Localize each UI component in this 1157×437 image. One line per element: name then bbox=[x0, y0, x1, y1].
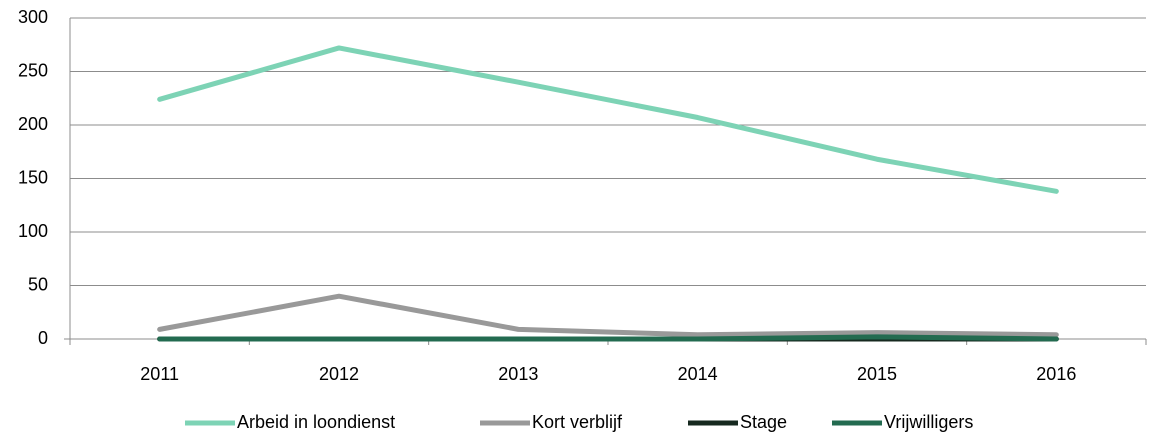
x-tick-label: 2015 bbox=[857, 364, 897, 384]
legend-label: Arbeid in loondienst bbox=[237, 412, 395, 432]
x-tick-label: 2013 bbox=[498, 364, 538, 384]
series-line bbox=[157, 293, 1059, 338]
y-tick-label: 100 bbox=[18, 221, 48, 241]
y-tick-label: 50 bbox=[28, 274, 48, 294]
series-line bbox=[157, 334, 1059, 342]
y-tick-label: 200 bbox=[18, 114, 48, 134]
legend-label: Kort verblijf bbox=[532, 412, 623, 432]
x-tick-label: 2016 bbox=[1036, 364, 1076, 384]
y-tick-label: 250 bbox=[18, 60, 48, 80]
legend-label: Vrijwilligers bbox=[884, 412, 973, 432]
x-tick-label: 2011 bbox=[140, 364, 179, 384]
series-line bbox=[157, 45, 1059, 194]
legend-label: Stage bbox=[740, 412, 787, 432]
y-tick-label: 150 bbox=[18, 167, 48, 187]
x-tick-label: 2012 bbox=[319, 364, 359, 384]
y-tick-label: 0 bbox=[38, 328, 48, 348]
y-tick-label: 300 bbox=[18, 7, 48, 27]
x-tick-label: 2014 bbox=[678, 364, 718, 384]
